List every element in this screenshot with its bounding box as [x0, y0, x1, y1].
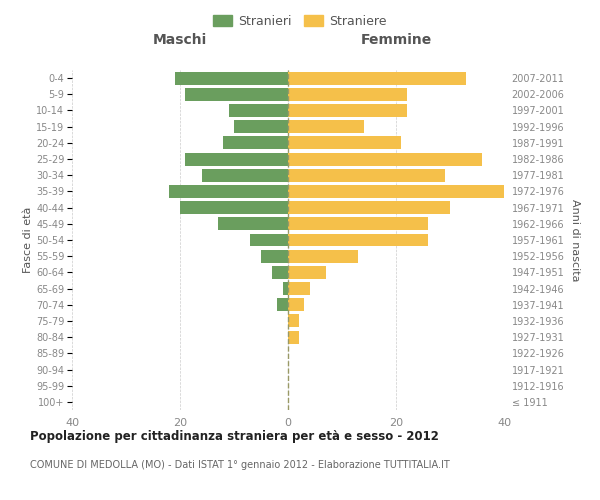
Bar: [288, 218, 428, 230]
Bar: [288, 88, 407, 101]
Bar: [288, 282, 310, 295]
Bar: [261, 250, 288, 262]
Bar: [288, 266, 326, 279]
Y-axis label: Anni di nascita: Anni di nascita: [570, 198, 580, 281]
Legend: Stranieri, Straniere: Stranieri, Straniere: [209, 11, 391, 32]
Bar: [272, 266, 288, 279]
Bar: [185, 88, 288, 101]
Bar: [229, 104, 288, 117]
Bar: [288, 185, 504, 198]
Bar: [169, 185, 288, 198]
Bar: [288, 234, 428, 246]
Bar: [288, 201, 450, 214]
Bar: [288, 72, 466, 85]
Bar: [185, 152, 288, 166]
Text: Femmine: Femmine: [361, 34, 431, 48]
Bar: [223, 136, 288, 149]
Bar: [202, 169, 288, 181]
Bar: [288, 120, 364, 133]
Bar: [288, 169, 445, 181]
Bar: [283, 282, 288, 295]
Bar: [250, 234, 288, 246]
Text: Maschi: Maschi: [153, 34, 207, 48]
Bar: [180, 201, 288, 214]
Bar: [288, 250, 358, 262]
Text: COMUNE DI MEDOLLA (MO) - Dati ISTAT 1° gennaio 2012 - Elaborazione TUTTITALIA.IT: COMUNE DI MEDOLLA (MO) - Dati ISTAT 1° g…: [30, 460, 450, 470]
Bar: [175, 72, 288, 85]
Bar: [288, 298, 304, 311]
Text: Popolazione per cittadinanza straniera per età e sesso - 2012: Popolazione per cittadinanza straniera p…: [30, 430, 439, 443]
Y-axis label: Fasce di età: Fasce di età: [23, 207, 33, 273]
Bar: [288, 152, 482, 166]
Bar: [288, 330, 299, 344]
Bar: [288, 314, 299, 328]
Bar: [288, 104, 407, 117]
Bar: [277, 298, 288, 311]
Bar: [288, 136, 401, 149]
Bar: [218, 218, 288, 230]
Bar: [234, 120, 288, 133]
